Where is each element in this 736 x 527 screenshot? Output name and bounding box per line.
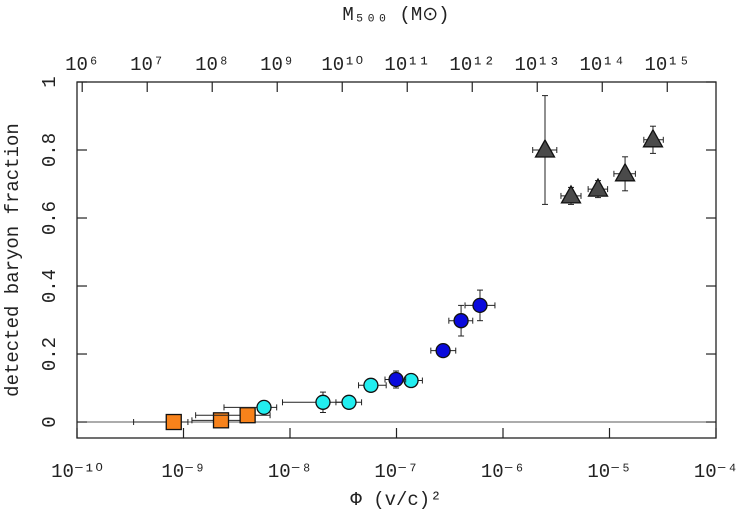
circle-marker: [435, 342, 451, 359]
top-tick-label: 10¹³: [514, 54, 560, 76]
circle-marker: [453, 313, 469, 329]
circle-marker: [363, 377, 379, 393]
x-tick-label: 10⁻¹⁰: [51, 461, 103, 483]
top-tick-label: 10¹¹: [384, 54, 430, 76]
circle-marker: [315, 394, 331, 410]
top-tick-label: 10⁶: [65, 54, 99, 76]
circle-marker: [472, 297, 488, 314]
triangle-marker: [642, 128, 664, 148]
square-marker: [239, 407, 256, 424]
top-tick-label: 10⁹: [260, 54, 294, 76]
x-tick-label: 10⁻⁵: [587, 461, 631, 483]
square-marker: [212, 412, 230, 429]
circle-marker: [403, 372, 419, 389]
triangle-marker: [534, 138, 556, 158]
y-axis-label: detected baryon fraction: [2, 123, 24, 397]
triangle-marker: [614, 162, 636, 182]
triangle-marker: [587, 177, 609, 197]
circle-marker: [256, 399, 272, 416]
x-tick-label: 10⁻⁹: [161, 461, 205, 483]
top-tick-label: 10⁸: [195, 54, 229, 76]
x-tick-label: 10⁻⁶: [481, 461, 525, 483]
circle-marker: [388, 371, 404, 388]
top-tick-label: 10⁷: [130, 54, 164, 76]
top-tick-label: 10¹²: [449, 54, 495, 76]
x-axis-label: Φ (v/c)²: [350, 489, 441, 511]
x-tick-label: 10⁻⁷: [374, 461, 418, 483]
y-tick-label: 0.6: [39, 201, 61, 235]
top-tick-label: 10¹⁴: [579, 54, 625, 76]
top-tick-label: 10¹⁰: [321, 54, 363, 76]
y-tick-label: 1: [39, 76, 61, 87]
square-marker: [165, 413, 182, 431]
triangle-marker: [560, 184, 582, 204]
x-tick-label: 10⁻⁴: [694, 461, 736, 483]
circle-marker: [341, 394, 357, 410]
y-tick-label: 0.8: [39, 133, 61, 167]
x-tick-label: 10⁻⁸: [268, 461, 312, 483]
top-tick-label: 10¹⁵: [644, 54, 690, 76]
y-tick-label: 0.4: [39, 269, 61, 303]
y-tick-label: 0.2: [39, 337, 61, 371]
y-tick-label: 0: [39, 416, 61, 427]
top-axis-label: M₅₀₀ (M⊙): [342, 4, 449, 26]
